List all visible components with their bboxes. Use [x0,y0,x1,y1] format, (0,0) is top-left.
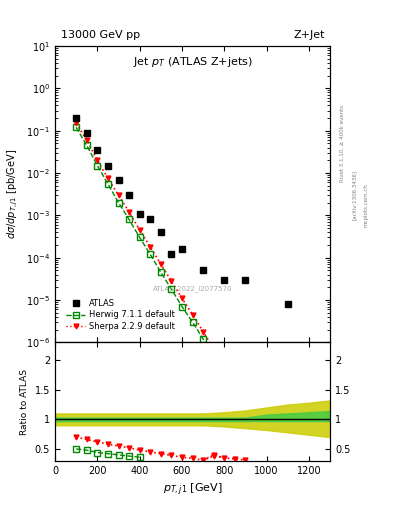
Text: mcplots.cern.ch: mcplots.cern.ch [364,183,369,227]
X-axis label: $p_{T,j1}$ [GeV]: $p_{T,j1}$ [GeV] [163,481,222,498]
Y-axis label: Ratio to ATLAS: Ratio to ATLAS [20,369,29,435]
Y-axis label: $d\sigma/dp_{T,j1}$ [pb/GeV]: $d\sigma/dp_{T,j1}$ [pb/GeV] [6,149,20,239]
Legend: ATLAS, Herwig 7.1.1 default, Sherpa 2.2.9 default: ATLAS, Herwig 7.1.1 default, Sherpa 2.2.… [65,297,176,332]
Text: 13000 GeV pp: 13000 GeV pp [61,30,140,40]
Text: Jet $p_T$ (ATLAS Z+jets): Jet $p_T$ (ATLAS Z+jets) [133,55,252,69]
Text: Z+Jet: Z+Jet [293,30,325,40]
Text: Rivet 3.1.10, ≥ 400k events: Rivet 3.1.10, ≥ 400k events [340,105,345,182]
Text: ATLAS_2022_I2077570: ATLAS_2022_I2077570 [153,286,232,292]
Text: [arXiv:1306.3436]: [arXiv:1306.3436] [352,169,357,220]
